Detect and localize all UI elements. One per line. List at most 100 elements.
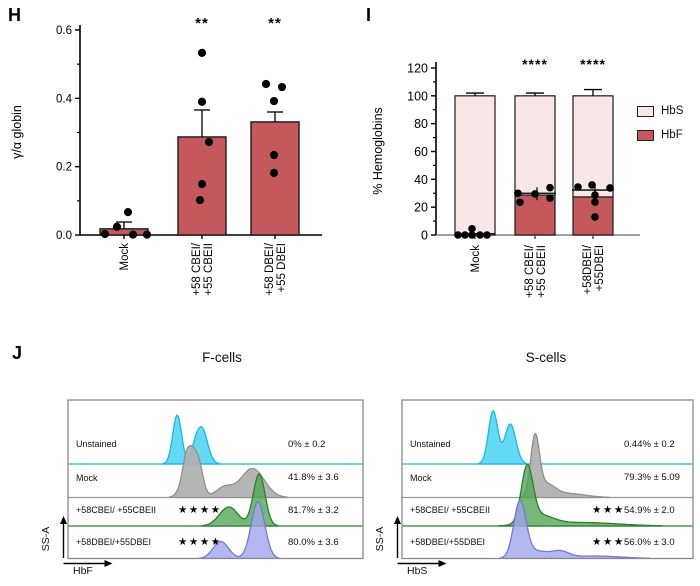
i-x-category-label: +58 CBEI/+55 CBEII bbox=[524, 244, 548, 298]
svg-text:+58 CBEI/: +58 CBEI/ bbox=[524, 244, 536, 298]
svg-text:+55 CBEII: +55 CBEII bbox=[536, 245, 548, 298]
f-row-label-mock: Mock bbox=[76, 473, 98, 483]
panel-h-label: H bbox=[8, 5, 21, 25]
panel-j-scells bbox=[394, 399, 694, 567]
hbs-swatch bbox=[637, 105, 654, 117]
s-row-label-unstained: Unstained bbox=[410, 439, 451, 449]
flow-histogram-gray bbox=[518, 433, 609, 499]
x-axis-arrow bbox=[104, 560, 113, 567]
f-row-label-cbei: +58CBEI/ +55CBEII bbox=[76, 505, 157, 515]
h-significance-cbei: ** bbox=[195, 15, 209, 32]
ridge-box-border bbox=[67, 399, 364, 560]
svg-text:Mock: Mock bbox=[470, 245, 482, 273]
s-stars-cbei: ★★★ bbox=[592, 504, 625, 516]
panel-j-label: J bbox=[12, 343, 23, 363]
h-y-tick-label: 0.6 bbox=[56, 25, 72, 37]
x-axis-arrow bbox=[438, 560, 447, 567]
i-y-tick-label: 40 bbox=[414, 173, 428, 187]
s-value-mock: 79.3% ± 5.09 bbox=[624, 472, 680, 483]
i-data-point bbox=[514, 189, 522, 198]
ssa-axis-arrow bbox=[394, 516, 401, 524]
svg-text:+55DBEI: +55DBEI bbox=[594, 245, 606, 291]
h-data-point bbox=[142, 230, 152, 239]
i-data-point bbox=[454, 231, 462, 239]
h-x-category-label: +58 CBEI/+55 CBEII bbox=[191, 242, 215, 296]
svg-text:+55 CBEII: +55 CBEII bbox=[203, 243, 215, 296]
h-data-point bbox=[277, 82, 287, 92]
hbf-label: HbF bbox=[661, 129, 683, 141]
i-y-axis-label: % Hemoglobins bbox=[371, 107, 385, 195]
h-data-point bbox=[269, 96, 279, 106]
hbf-swatch bbox=[637, 129, 654, 141]
s-value-unstained: 0.44% ± 0.2 bbox=[624, 439, 675, 450]
h-data-point bbox=[269, 168, 279, 177]
s-row-label-dbei: +58DBEI/+55DBEI bbox=[410, 537, 486, 547]
ssa-axis-arrow bbox=[60, 516, 67, 524]
i-data-point bbox=[461, 231, 469, 239]
i-data-point bbox=[468, 231, 476, 239]
s-row-label-mock: Mock bbox=[410, 473, 432, 483]
i-data-point bbox=[531, 190, 539, 198]
hbs-label: HbS bbox=[661, 105, 684, 117]
h-y-tick-label: 0.0 bbox=[56, 230, 72, 242]
i-data-point bbox=[476, 231, 484, 239]
f-value-dbei: 80.0% ± 3.6 bbox=[288, 537, 339, 548]
s-row-label-cbei: +58CBEI/ +55CBEII bbox=[410, 505, 491, 515]
i-hbs-segment bbox=[454, 95, 496, 235]
flow-histogram-blue bbox=[198, 500, 280, 559]
i-y-tick-label: 80 bbox=[414, 117, 428, 131]
i-data-point bbox=[468, 224, 476, 233]
scells-title: S-cells bbox=[525, 350, 567, 365]
h-y-axis-label: γ/α globin bbox=[10, 105, 24, 159]
flow-histogram-blue bbox=[498, 499, 651, 559]
h-y-tick-label: 0.2 bbox=[56, 162, 72, 174]
flow-histogram-gray bbox=[168, 445, 289, 499]
panel-h-chart: 0.0 0.2 0.4 0.6 Mock +58 CBEI/+55 CBEII +58 DB… bbox=[56, 25, 322, 296]
i-x-category-label: Mock bbox=[470, 245, 482, 273]
flow-histogram-cyan bbox=[477, 410, 528, 465]
fcells-title: F-cells bbox=[202, 350, 242, 365]
i-data-point bbox=[483, 231, 491, 239]
f-ssa-axis-label: SS-A bbox=[40, 526, 52, 552]
h-data-point bbox=[197, 179, 207, 189]
i-significance-dbei: **** bbox=[580, 56, 606, 72]
flow-histogram-green bbox=[498, 463, 663, 527]
f-hbf-axis-label: HbF bbox=[73, 565, 93, 577]
s-hbs-axis-label: HbS bbox=[407, 565, 428, 577]
f-value-cbei: 81.7% ± 3.2 bbox=[288, 505, 339, 516]
i-legend: HbS HbF bbox=[637, 104, 683, 142]
s-stars-dbei: ★★★ bbox=[592, 536, 625, 548]
legend-item-hbs: HbS bbox=[637, 104, 683, 118]
i-data-point bbox=[588, 181, 596, 189]
f-value-unstained: 0% ± 0.2 bbox=[288, 439, 326, 450]
h-data-point bbox=[128, 230, 138, 239]
i-data-point bbox=[546, 194, 554, 202]
panel-i-label: I bbox=[366, 5, 372, 25]
svg-text:+58DBEI/: +58DBEI/ bbox=[582, 244, 594, 294]
i-x-category-label: +58DBEI/+55DBEI bbox=[582, 244, 606, 294]
h-data-point bbox=[261, 79, 271, 89]
i-y-tick-label: 0 bbox=[421, 229, 428, 243]
f-stars-cbei: ★★★★ bbox=[178, 504, 222, 516]
i-y-tick-label: 20 bbox=[414, 201, 428, 215]
h-data-point bbox=[100, 229, 110, 239]
f-stars-dbei: ★★★★ bbox=[178, 536, 222, 548]
s-value-dbei: 56.0% ± 3.0 bbox=[624, 537, 675, 548]
svg-text:+58 DBEI/: +58 DBEI/ bbox=[264, 242, 276, 296]
ridge-box-border bbox=[401, 399, 694, 560]
h-x-category-label: +58 DBEI/+55 DBEI bbox=[264, 242, 288, 296]
svg-text:+55 DBEI: +55 DBEI bbox=[276, 243, 288, 293]
h-data-point bbox=[195, 196, 205, 205]
panel-j-fcells bbox=[60, 399, 364, 567]
s-ssa-axis-label: SS-A bbox=[374, 526, 386, 552]
f-row-label-dbei: +58DBEI/+55DBEI bbox=[76, 537, 152, 547]
h-data-point bbox=[197, 97, 207, 106]
i-hbs-segment bbox=[572, 95, 614, 198]
h-data-point bbox=[123, 208, 133, 217]
i-y-tick-label: 100 bbox=[407, 89, 428, 103]
svg-text:+58 CBEI/: +58 CBEI/ bbox=[191, 242, 203, 296]
i-data-point bbox=[574, 183, 582, 191]
